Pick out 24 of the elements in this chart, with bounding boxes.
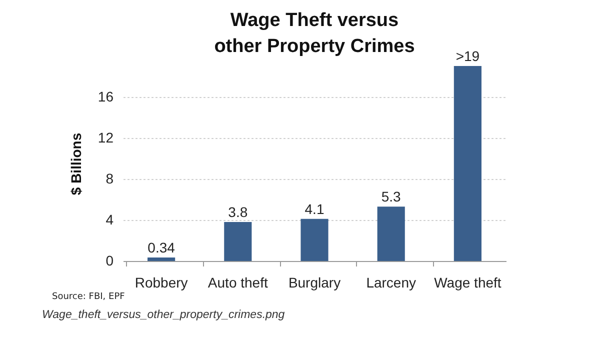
x-tick-label: Wage theft bbox=[434, 274, 502, 290]
bar bbox=[148, 258, 176, 261]
bar bbox=[454, 66, 482, 261]
y-tick-label: 0 bbox=[106, 252, 114, 268]
x-tick-label: Robbery bbox=[134, 274, 188, 290]
data-label: >19 bbox=[456, 48, 480, 64]
chart-title: Wage Theft versus other Property Crimes bbox=[214, 10, 415, 57]
data-label: 4.1 bbox=[304, 200, 324, 217]
bar bbox=[224, 222, 252, 261]
x-tick-label: Burglary bbox=[288, 274, 341, 290]
bar bbox=[300, 218, 328, 261]
y-tick-label: 8 bbox=[106, 170, 114, 186]
data-label: 5.3 bbox=[381, 188, 402, 205]
y-axis-title: $ Billions bbox=[68, 132, 84, 196]
bar bbox=[377, 206, 405, 261]
y-tick-label: 4 bbox=[106, 211, 114, 228]
source-note: Source: FBI, EPF bbox=[52, 292, 125, 302]
data-label: 3.8 bbox=[228, 204, 248, 220]
y-tick-label: 12 bbox=[98, 129, 114, 146]
text: Wage_theft_versus_other_property_crimes.png bbox=[42, 309, 285, 321]
y-tick-label: 16 bbox=[98, 88, 114, 104]
x-tick-label: Larceny bbox=[366, 274, 416, 290]
x-tick-label: Auto theft bbox=[208, 274, 268, 290]
data-label: 0.34 bbox=[148, 240, 176, 256]
